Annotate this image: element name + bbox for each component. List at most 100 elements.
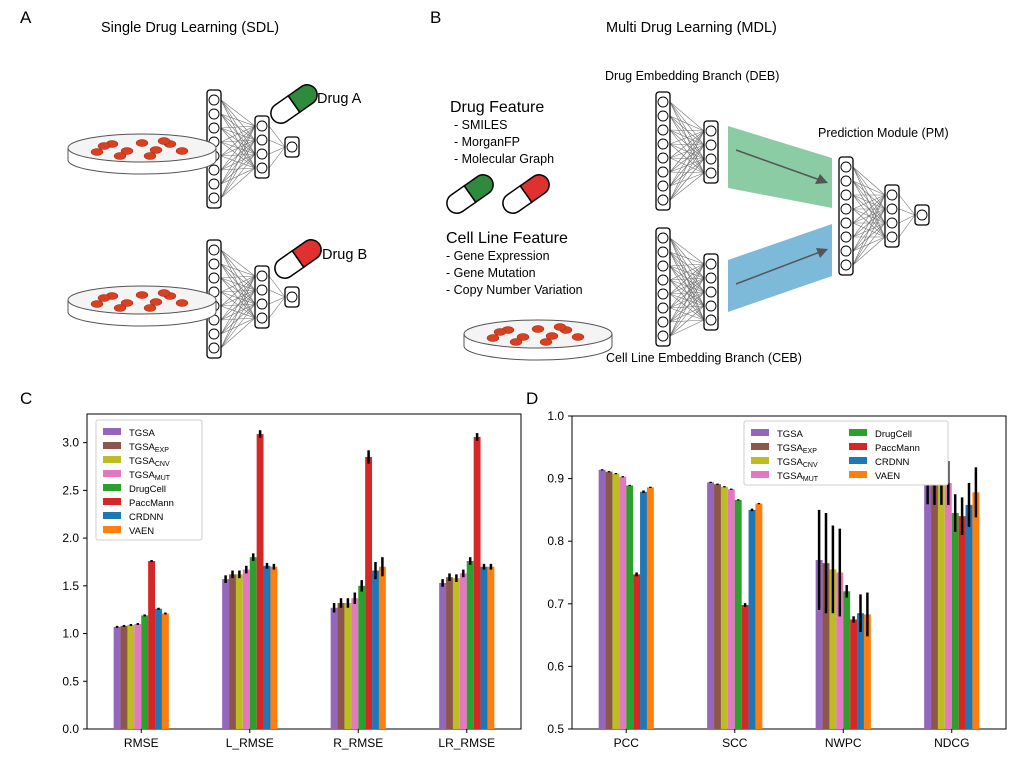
legend: TGSATGSAEXPTGSACNVTGSAMUTDrugCellPaccMan… — [95, 419, 203, 541]
legend-label: TGSA — [129, 428, 156, 439]
bar — [113, 626, 121, 729]
cell — [149, 298, 163, 306]
cell — [143, 152, 157, 160]
legend-swatch — [103, 498, 121, 505]
bar — [487, 566, 495, 729]
chart-c: 0.0 0.5 1.0 1.5 2.0 2.5 3.0 RMSE L_RMSE R_RMSE LR_… — [62, 413, 522, 750]
legend-box — [95, 419, 203, 541]
bar — [242, 569, 250, 729]
bar — [459, 573, 467, 729]
neuron — [705, 272, 717, 284]
cell — [493, 328, 507, 336]
bar — [235, 574, 243, 729]
neuron — [208, 108, 220, 120]
panel-letter-a: A — [20, 8, 32, 27]
cell-feature-item: - Copy Number Variation — [446, 283, 583, 297]
neuron — [657, 330, 669, 342]
bar — [720, 486, 728, 729]
pill-red-icon — [502, 174, 550, 214]
legend: TGSATGSAEXPTGSACNVTGSAMUTDrugCellPaccMan… — [743, 420, 949, 486]
cell — [486, 334, 500, 342]
cell — [120, 147, 134, 155]
neuron — [256, 134, 268, 146]
y-tick-label: 0.0 — [62, 722, 79, 736]
neuron — [657, 110, 669, 122]
pill-green-icon — [270, 84, 318, 124]
y-tick-label: 0.7 — [547, 597, 564, 611]
bar — [958, 516, 966, 729]
panel-letter-c: C — [20, 389, 33, 408]
y-tick-label: 1.0 — [62, 627, 79, 641]
neuron — [657, 316, 669, 328]
neuron — [657, 260, 669, 272]
legend-swatch — [849, 471, 867, 478]
cell — [135, 291, 149, 299]
legend-swatch — [849, 429, 867, 436]
bar — [931, 482, 938, 729]
y-tick-label: 0.6 — [547, 659, 564, 673]
neuron — [840, 161, 852, 173]
neuron — [657, 124, 669, 136]
legend-swatch — [103, 526, 121, 533]
bar — [134, 624, 142, 729]
x-tick-label: PCC — [614, 736, 640, 750]
arrow-icon — [735, 248, 828, 285]
neuron — [886, 217, 898, 229]
neuron — [657, 180, 669, 192]
cell — [90, 300, 104, 308]
cell — [143, 304, 157, 312]
bar — [270, 566, 278, 729]
cell — [120, 299, 134, 307]
x-tick-label: L_RMSE — [226, 736, 274, 750]
bar — [829, 569, 837, 729]
bar — [161, 613, 169, 729]
x-tick-label: R_RMSE — [333, 736, 383, 750]
cell — [149, 146, 163, 154]
legend-label: PaccMann — [875, 443, 920, 454]
legend-swatch — [751, 443, 769, 450]
drug-a-label: Drug A — [317, 91, 362, 107]
cell — [509, 338, 523, 346]
bar — [937, 482, 945, 729]
neuron — [256, 312, 268, 324]
network-layer — [655, 91, 671, 211]
neuron — [208, 272, 220, 284]
neuron — [657, 288, 669, 300]
bar — [605, 471, 613, 729]
y-tick-label: 1.0 — [547, 409, 564, 423]
neuron — [840, 189, 852, 201]
bar — [822, 563, 830, 729]
ceb-network — [655, 227, 719, 347]
x-tick-label: LR_RMSE — [438, 736, 495, 750]
x-tick-label: NDCG — [934, 736, 969, 750]
neuron — [657, 166, 669, 178]
neuron — [916, 209, 928, 221]
neuron — [657, 194, 669, 206]
legend-swatch — [751, 429, 769, 436]
bar — [229, 574, 236, 729]
legend-label: DrugCell — [875, 429, 912, 440]
neuron — [705, 286, 717, 298]
panel-letter-d: D — [526, 389, 539, 408]
bar — [612, 473, 620, 729]
neuron — [705, 139, 717, 151]
neuron — [256, 270, 268, 282]
drug-feature-title: Drug Feature — [450, 99, 545, 116]
legend-swatch — [751, 471, 769, 478]
y-tick-label: 0.8 — [547, 534, 564, 548]
drug-b-label: Drug B — [322, 247, 368, 263]
bar — [256, 434, 264, 729]
bar — [155, 608, 162, 729]
legend-swatch — [103, 484, 121, 491]
neuron — [705, 167, 717, 179]
bar — [863, 614, 871, 729]
legend-label: TGSA — [777, 429, 804, 440]
neuron — [208, 258, 220, 270]
bar — [734, 499, 742, 729]
bar — [337, 603, 345, 729]
bar — [351, 598, 359, 729]
cell-feature-title: Cell Line Feature — [446, 230, 568, 247]
bar — [473, 436, 481, 729]
bar — [446, 577, 453, 729]
